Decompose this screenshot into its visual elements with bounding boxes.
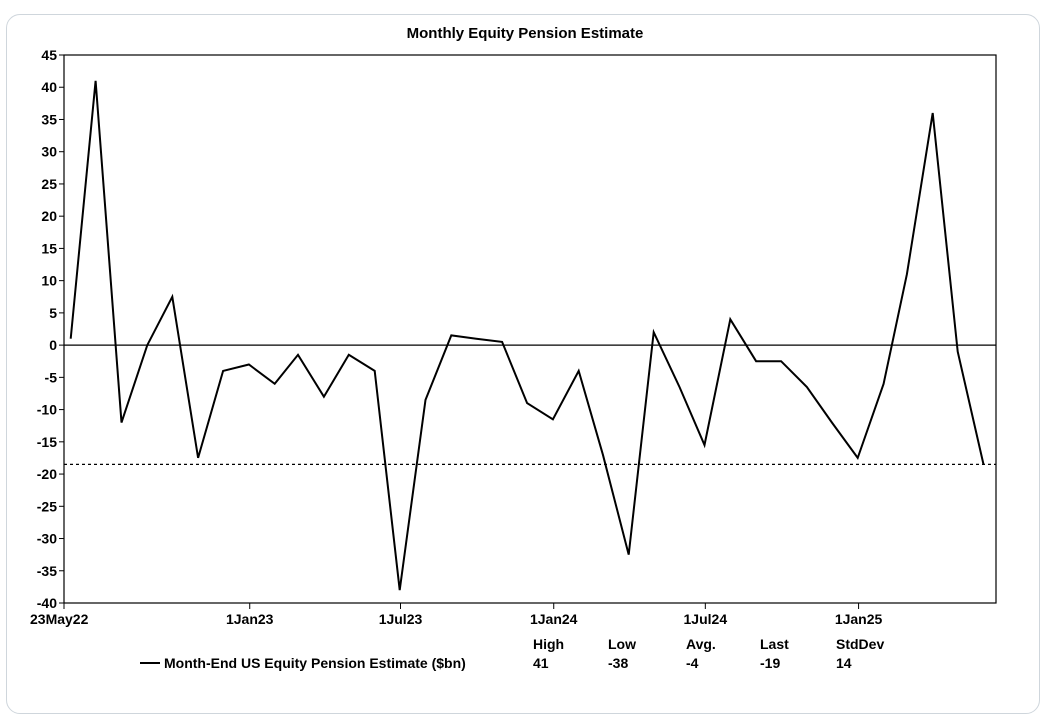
y-tick-label: 45 [41, 47, 57, 63]
series-line [69, 80, 985, 591]
legend-stat-value: -38 [608, 655, 629, 671]
legend-stat-header: Low [608, 636, 636, 652]
y-tick-label: -35 [37, 563, 57, 579]
legend-stat-value: 14 [836, 655, 852, 671]
y-tick-label: 0 [49, 337, 57, 353]
y-tick-label: 15 [41, 240, 57, 256]
y-tick-label: -15 [37, 434, 57, 450]
legend-series-label: Month-End US Equity Pension Estimate ($b… [164, 655, 466, 671]
x-tick-label: 1Jan23 [226, 611, 274, 627]
legend-stat-header: StdDev [836, 636, 885, 652]
x-tick-label: 23May22 [30, 611, 89, 627]
y-tick-label: 30 [41, 144, 57, 160]
y-tick-label: -20 [37, 466, 57, 482]
y-tick-label: -25 [37, 498, 57, 514]
y-tick-label: -5 [45, 369, 58, 385]
x-tick-label: 1Jul23 [379, 611, 423, 627]
y-tick-label: 25 [41, 176, 57, 192]
y-tick-label: 35 [41, 111, 57, 127]
y-tick-label: 20 [41, 208, 57, 224]
x-tick-label: 1Jul24 [684, 611, 728, 627]
legend-stat-value: 41 [533, 655, 549, 671]
legend-stat-header: Last [760, 636, 789, 652]
y-tick-label: -30 [37, 531, 57, 547]
x-tick-label: 1Jan24 [530, 611, 578, 627]
y-tick-label: 5 [49, 305, 57, 321]
y-tick-label: 40 [41, 79, 57, 95]
y-tick-label: 10 [41, 273, 57, 289]
chart-frame [6, 14, 1040, 714]
chart-title: Monthly Equity Pension Estimate [406, 25, 644, 42]
legend-stat-header: Avg. [686, 636, 716, 652]
legend-stat-header: High [533, 636, 565, 652]
legend-stat-value: -4 [686, 655, 699, 671]
y-tick-label: -10 [37, 402, 57, 418]
x-tick-label: 1Jan25 [835, 611, 883, 627]
legend-line-swatch [140, 662, 160, 664]
plot-area [63, 54, 997, 604]
legend-stat-value: -19 [760, 655, 781, 671]
y-tick-label: -40 [37, 595, 57, 611]
